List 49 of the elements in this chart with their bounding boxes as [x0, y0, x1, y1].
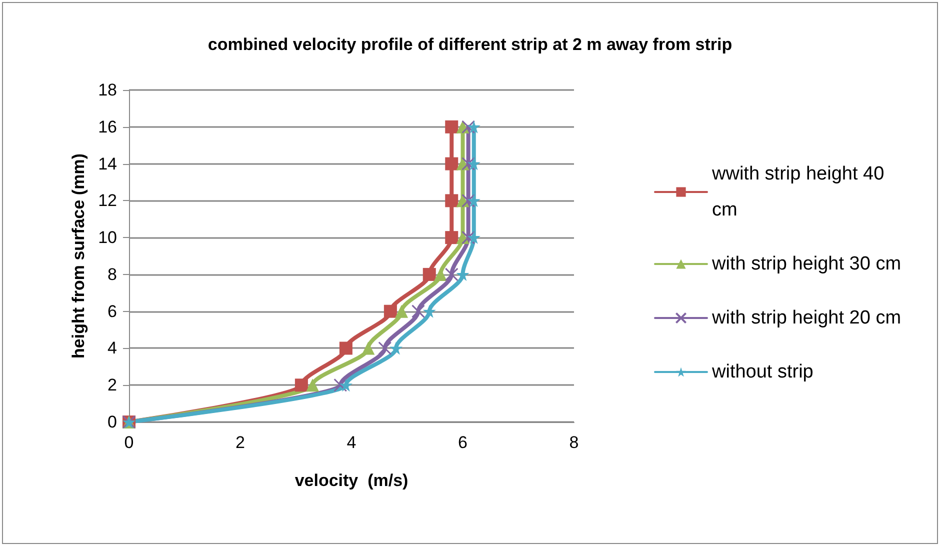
- chart-title: combined velocity profile of different strip at 2 m away from strip: [208, 35, 732, 54]
- point: [422, 304, 436, 318]
- x-tick-label: 2: [236, 433, 245, 452]
- y-tick-label: 10: [98, 228, 117, 248]
- legend-label: without strip: [711, 362, 814, 382]
- point: [462, 157, 476, 171]
- point: [444, 268, 458, 282]
- point: [467, 120, 480, 134]
- y-tick-label: 6: [108, 302, 117, 321]
- x-tick-label: 4: [346, 433, 356, 452]
- point: [395, 304, 408, 318]
- legend-label: with strip height 30 cm: [711, 254, 902, 274]
- x-tick-label: 8: [569, 433, 579, 452]
- point: [339, 342, 352, 355]
- point: [294, 378, 308, 392]
- x-tick-label: 6: [458, 433, 468, 452]
- y-tick-label: 18: [98, 80, 117, 100]
- point: [445, 120, 458, 134]
- point: [445, 194, 458, 208]
- x-axis-title: velocity (m/s): [294, 471, 408, 490]
- y-tick-label: 0: [108, 412, 117, 432]
- point: [467, 231, 480, 244]
- point: [422, 268, 436, 281]
- y-tick-label: 14: [98, 154, 117, 174]
- y-axis-title: height from surface (mm): [69, 154, 88, 358]
- point: [462, 194, 476, 208]
- point: [362, 342, 375, 355]
- y-tick-label: 12: [98, 191, 117, 210]
- point: [462, 230, 476, 244]
- legend-label: with strip height 20 cm: [711, 308, 902, 328]
- point: [467, 157, 480, 170]
- point: [378, 341, 392, 355]
- point: [462, 120, 476, 134]
- point: [334, 378, 348, 392]
- point: [384, 304, 397, 318]
- y-tick-label: 8: [108, 264, 117, 284]
- point: [467, 194, 480, 208]
- y-tick-label: 16: [98, 117, 117, 136]
- point: [390, 342, 402, 355]
- point: [445, 231, 458, 244]
- point: [434, 268, 447, 281]
- point: [445, 157, 458, 170]
- point: [339, 378, 352, 392]
- y-tick-label: 4: [108, 338, 117, 358]
- point: [306, 378, 320, 392]
- legend-label: wwith strip height 40 cm: [711, 164, 890, 220]
- point: [412, 304, 425, 318]
- y-tick-label: 2: [108, 376, 117, 395]
- x-tick-label: 0: [124, 433, 134, 452]
